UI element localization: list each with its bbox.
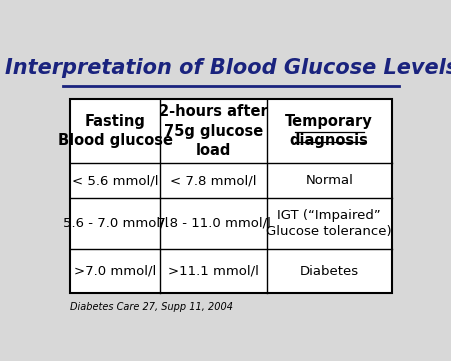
Text: >7.0 mmol/l: >7.0 mmol/l	[74, 265, 156, 278]
Text: Normal: Normal	[305, 174, 353, 187]
Text: < 5.6 mmol/l: < 5.6 mmol/l	[72, 174, 159, 187]
Text: Diabetes: Diabetes	[299, 265, 359, 278]
Text: Temporary
diagnosis: Temporary diagnosis	[285, 114, 373, 148]
Text: < 7.8 mmol/l: < 7.8 mmol/l	[170, 174, 257, 187]
Text: Diabetes Care 27, Supp 11, 2004: Diabetes Care 27, Supp 11, 2004	[70, 303, 233, 312]
Text: Interpretation of Blood Glucose Levels: Interpretation of Blood Glucose Levels	[5, 58, 451, 78]
Bar	[70, 99, 392, 293]
Text: 2-hours after
75g glucose
load: 2-hours after 75g glucose load	[159, 104, 268, 158]
Text: >11.1 mmol/l: >11.1 mmol/l	[168, 265, 259, 278]
Text: IGT (“Impaired”
Glucose tolerance): IGT (“Impaired” Glucose tolerance)	[267, 209, 392, 238]
Text: Fasting
Blood glucose: Fasting Blood glucose	[58, 114, 173, 148]
Text: 7.8 - 11.0 mmol/l: 7.8 - 11.0 mmol/l	[156, 217, 271, 230]
Text: 5.6 - 7.0 mmol/l: 5.6 - 7.0 mmol/l	[63, 217, 168, 230]
